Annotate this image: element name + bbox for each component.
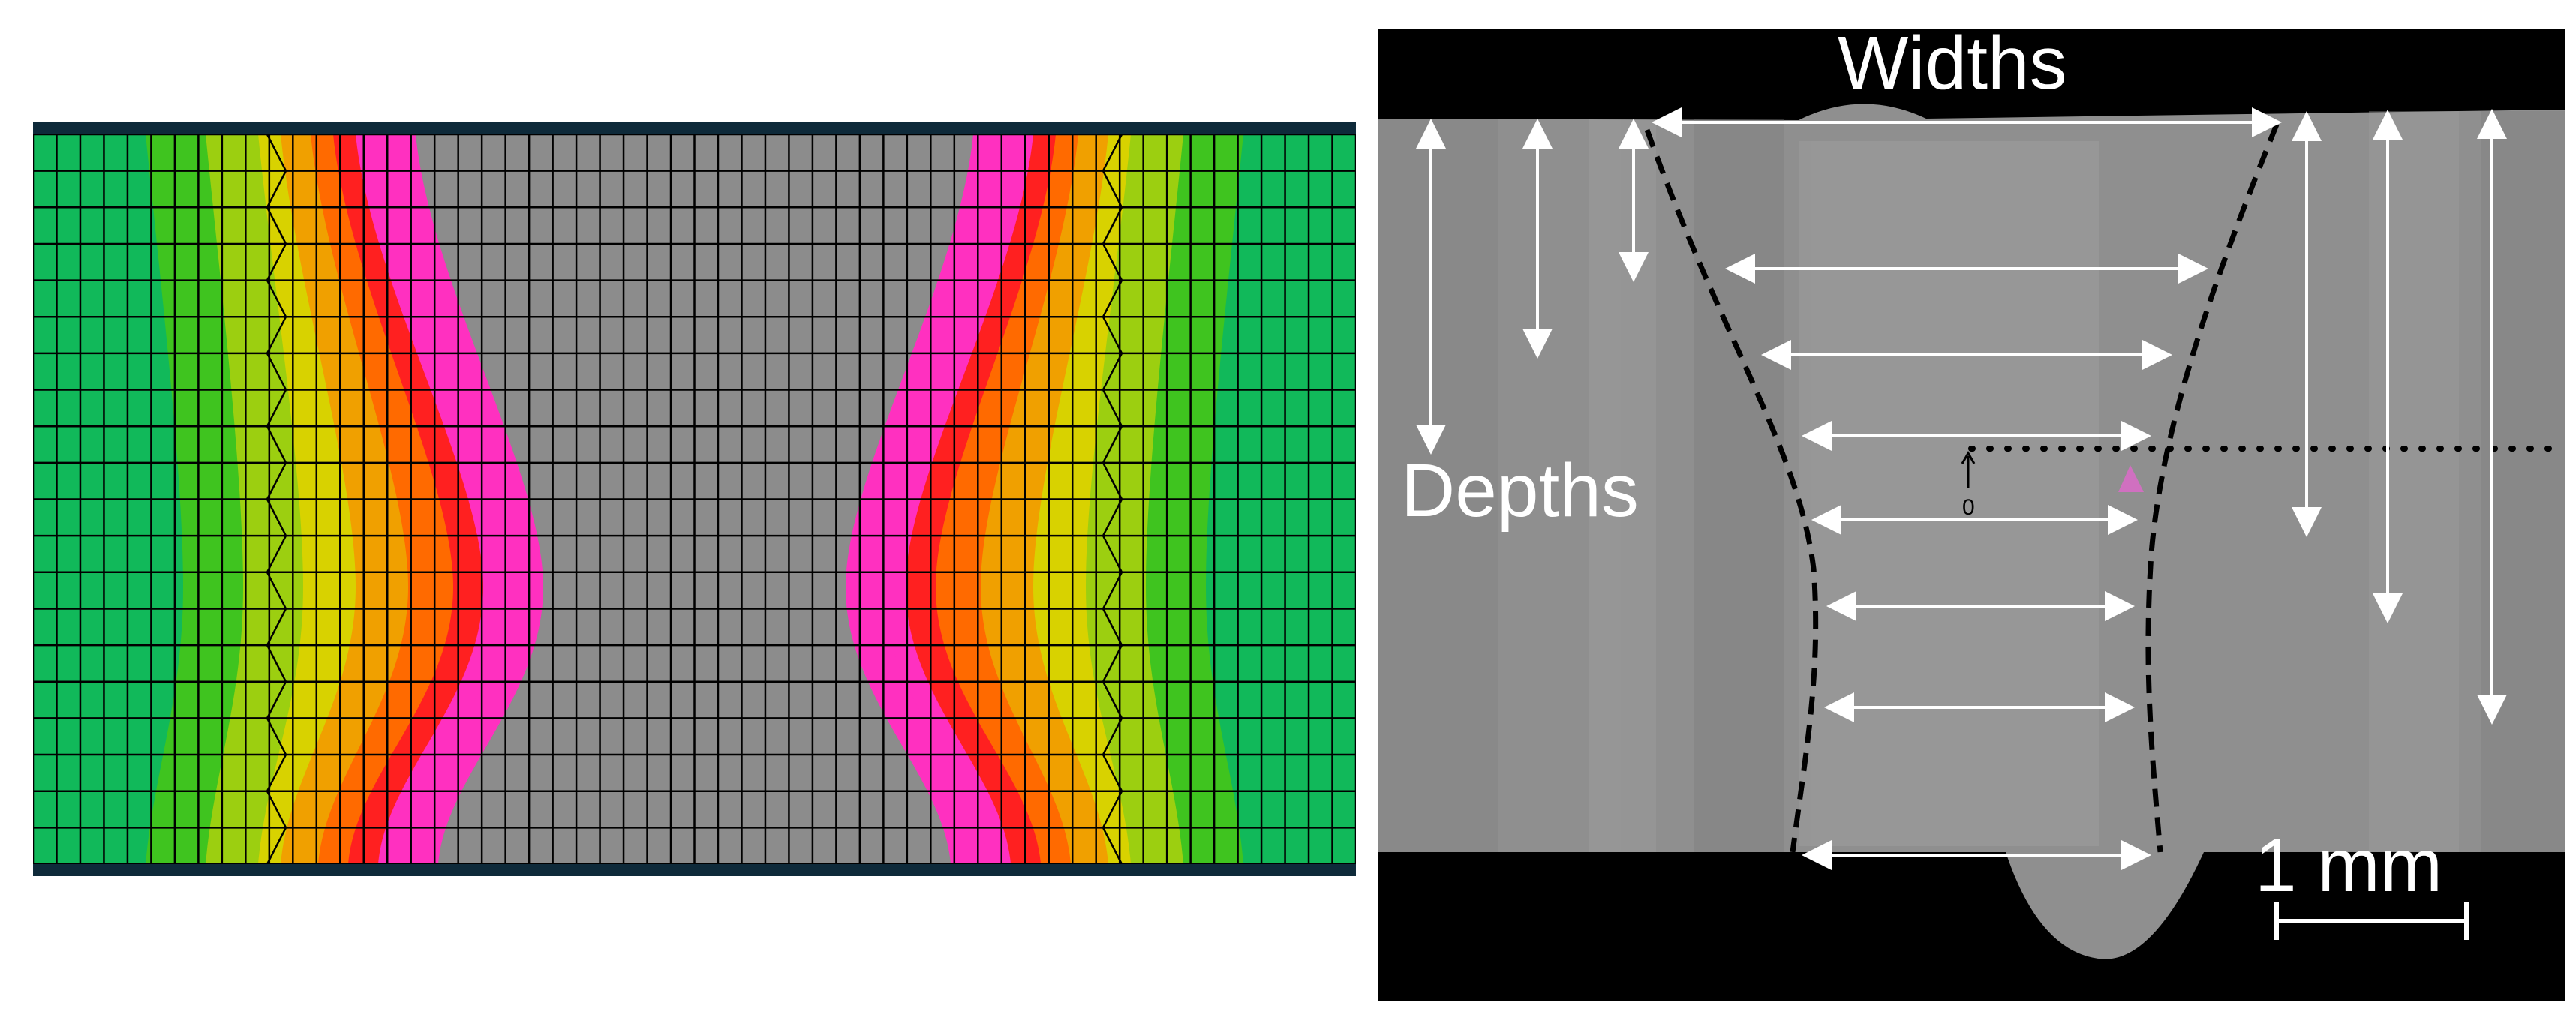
- width-arrows: [1652, 107, 2282, 870]
- depth-arrows: [1416, 109, 2507, 725]
- mesh-transition-line: [1102, 791, 1123, 864]
- marker-arrow-head: [1961, 450, 1976, 464]
- mesh-transition-line: [1102, 134, 1123, 208]
- scale-bar-label: 1 mm: [2255, 824, 2442, 908]
- mesh-transition-line: [266, 644, 287, 719]
- mesh-transition-line: [266, 353, 287, 427]
- scale-bar: [2274, 902, 2469, 940]
- mesh-transition-line: [1102, 717, 1123, 792]
- highlight-marker: [2118, 465, 2144, 492]
- weld-macrograph-panel: 0 Widths Depths 1 mm: [1378, 29, 2565, 1001]
- mesh-transition-line: [266, 717, 287, 792]
- mesh-transition-line: [266, 572, 287, 646]
- mesh-transition-line: [1102, 498, 1123, 573]
- widths-label: Widths: [1838, 29, 2067, 105]
- mesh-transition-line: [266, 791, 287, 864]
- simulation-mesh-panel: [33, 122, 1356, 876]
- mesh-transition-line: [1102, 206, 1123, 281]
- mesh-transition-line: [266, 425, 287, 500]
- mesh-transition-line: [1102, 572, 1123, 646]
- fusion-boundary-left: [1644, 128, 1819, 853]
- weld-macrograph-image: 0 Widths Depths 1 mm: [1378, 29, 2565, 959]
- grain-texture: [1378, 111, 2565, 852]
- mesh-transition-line: [1102, 425, 1123, 500]
- fusion-boundary-right: [2145, 123, 2280, 853]
- mesh-transition-line: [1102, 280, 1123, 354]
- mesh-transition-line: [266, 280, 287, 354]
- mesh-transition-line: [1102, 644, 1123, 719]
- mesh-transition-line: [266, 498, 287, 573]
- mesh-grid: [33, 134, 1356, 864]
- mesh-transition-line: [266, 206, 287, 281]
- mesh-transition-line: [266, 134, 287, 208]
- small-marker-label: 0: [1962, 495, 1975, 520]
- simulation-mesh-image: [33, 122, 1356, 876]
- mesh-transition-line: [1102, 353, 1123, 427]
- depths-label: Depths: [1401, 449, 1639, 533]
